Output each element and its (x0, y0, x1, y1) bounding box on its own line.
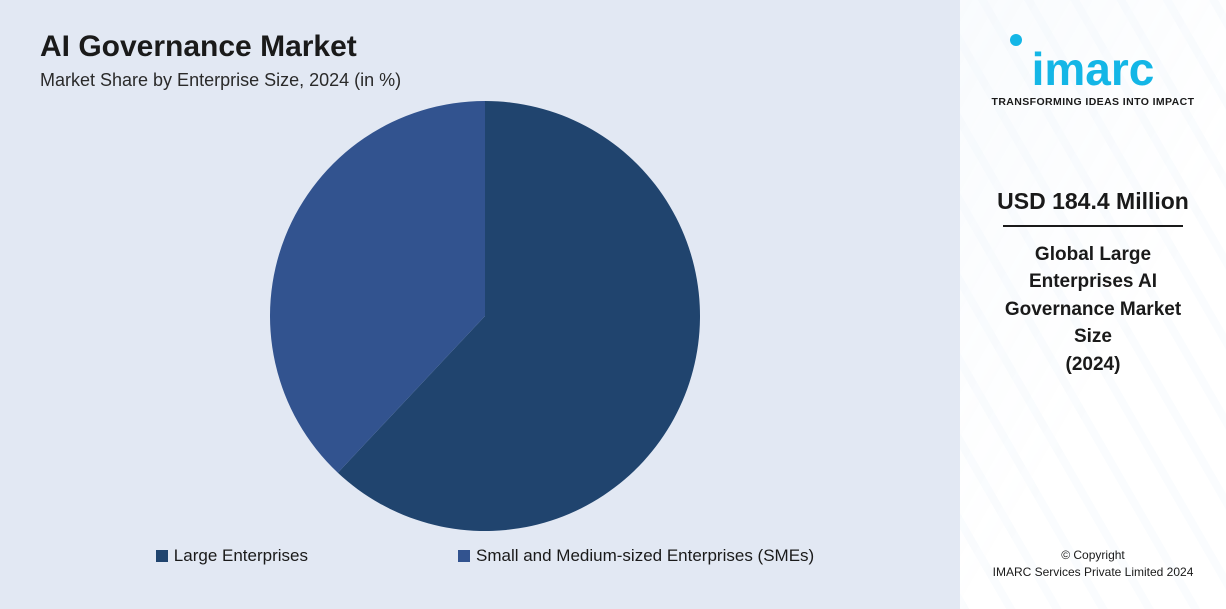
stat-value: USD 184.4 Million (980, 188, 1206, 215)
logo-dot-icon (1010, 34, 1022, 46)
legend-swatch-large (156, 550, 168, 562)
logo-text: imarc (992, 48, 1195, 92)
legend-swatch-sme (458, 550, 470, 562)
chart-subtitle: Market Share by Enterprise Size, 2024 (i… (40, 70, 930, 91)
copyright-block: © Copyright IMARC Services Private Limit… (960, 547, 1226, 581)
pie-chart-area (40, 101, 930, 531)
legend-label-sme: Small and Medium-sized Enterprises (SMEs… (476, 546, 814, 566)
legend-item-large: Large Enterprises (156, 546, 308, 566)
root-container: AI Governance Market Market Share by Ent… (0, 0, 1226, 609)
main-panel: AI Governance Market Market Share by Ent… (0, 0, 960, 609)
pie-chart-svg (270, 101, 700, 531)
stat-label: Global Large Enterprises AI Governance M… (980, 241, 1206, 379)
side-panel: imarc TRANSFORMING IDEAS INTO IMPACT USD… (960, 0, 1226, 609)
legend-label-large: Large Enterprises (174, 546, 308, 566)
copyright-line2: IMARC Services Private Limited 2024 (960, 564, 1226, 581)
stat-block: USD 184.4 Million Global Large Enterpris… (980, 188, 1206, 379)
copyright-line1: © Copyright (960, 547, 1226, 564)
logo-tagline: TRANSFORMING IDEAS INTO IMPACT (992, 96, 1195, 108)
brand-logo: imarc TRANSFORMING IDEAS INTO IMPACT (992, 34, 1195, 108)
stat-divider (1003, 225, 1183, 227)
chart-title: AI Governance Market (40, 30, 930, 64)
legend-item-sme: Small and Medium-sized Enterprises (SMEs… (458, 546, 814, 566)
chart-legend: Large Enterprises Small and Medium-sized… (40, 546, 930, 566)
